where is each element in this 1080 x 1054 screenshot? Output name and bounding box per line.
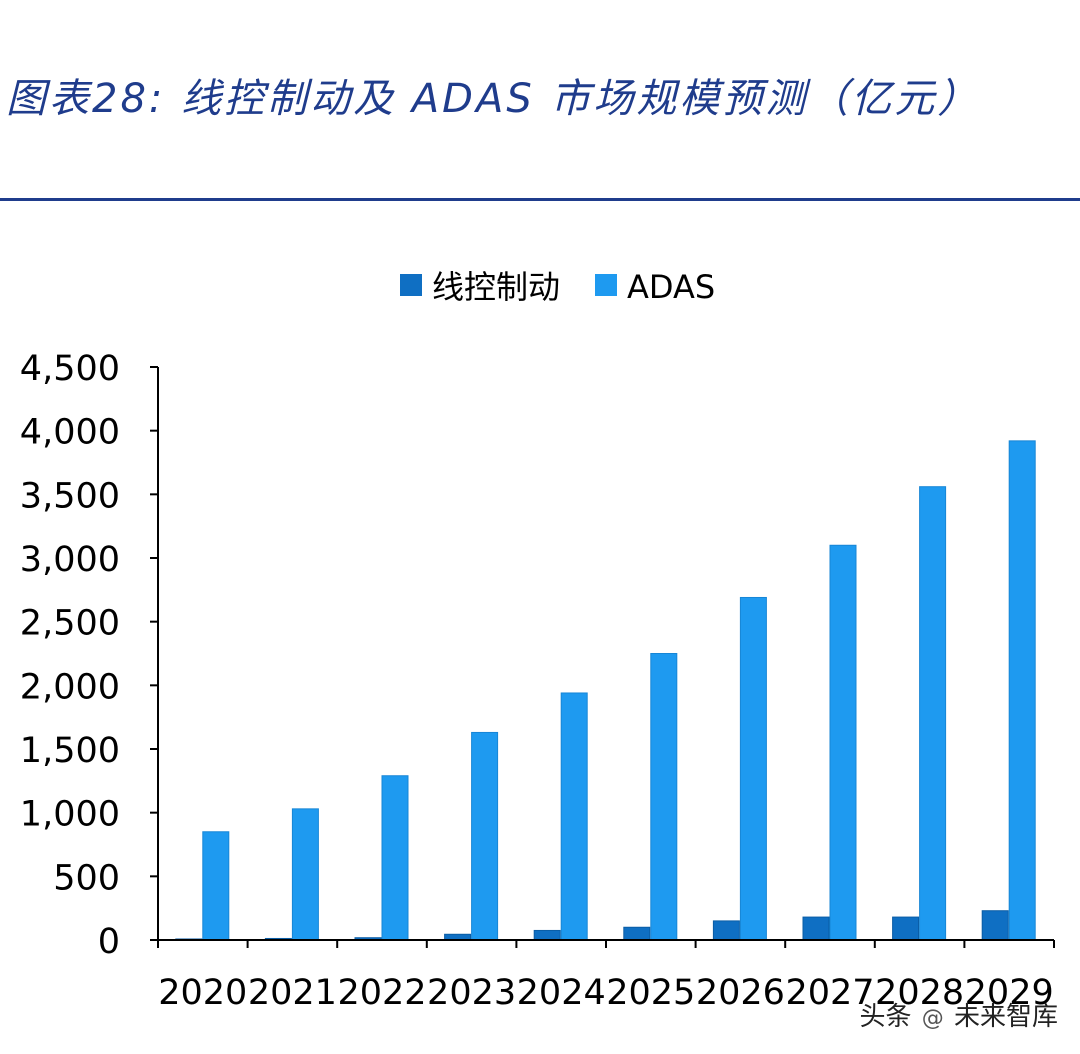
y-tick-label: 2,500 xyxy=(20,604,120,644)
bar-brake-2024: 线控制动 2024: 75 xyxy=(533,929,561,941)
y-tick-label: 1,500 xyxy=(20,731,120,771)
y-tick-label: 1,000 xyxy=(20,795,120,835)
legend-label: 线控制动 xyxy=(432,268,560,306)
bar-brake-2029: 线控制动 2029: 230 xyxy=(981,910,1009,941)
bar-adas-2028: ADAS 2028: 3560 xyxy=(919,486,947,941)
y-tick-label: 3,500 xyxy=(20,476,120,516)
at-icon: @ xyxy=(921,1006,944,1031)
x-tick-label: 2028 xyxy=(875,973,964,1013)
y-tick-label: 500 xyxy=(53,858,120,898)
watermark-prefix: 头条 xyxy=(859,1002,912,1032)
bar-brake-2026: 线控制动 2026: 150 xyxy=(712,920,740,941)
watermark-name: 未来智库 xyxy=(953,1002,1058,1032)
y-tick-label: 0 xyxy=(98,922,120,962)
bar-brake-2025: 线控制动 2025: 100 xyxy=(623,926,651,941)
x-tick-label: 2029 xyxy=(965,973,1054,1013)
bar-adas-2020: ADAS 2020: 850 xyxy=(202,831,230,941)
x-axis: 2020 2021 2022 2023 2024 2025 2026 2027 2028 2029 xyxy=(157,939,1055,1013)
x-tick-label: 2025 xyxy=(606,973,695,1013)
x-tick-label: 2023 xyxy=(427,973,516,1013)
legend-swatch xyxy=(400,274,422,296)
bar-brake-2028: 线控制动 2028: 180 xyxy=(892,916,920,941)
legend-label: ADAS xyxy=(627,268,715,306)
bars: 线控制动 2020: 8线控制动 2021: 12线控制动 2022: 18线控… xyxy=(175,440,1036,941)
y-tick-label: 3,000 xyxy=(20,540,120,580)
bar-brake-2027: 线控制动 2027: 180 xyxy=(802,916,830,941)
watermark: 头条 @ 未来智库 xyxy=(859,996,1058,1033)
bar-adas-2024: ADAS 2024: 1940 xyxy=(560,692,588,941)
bar-adas-2022: ADAS 2022: 1290 xyxy=(381,775,409,941)
x-tick-label: 2026 xyxy=(696,973,785,1013)
y-tick-label: 2,000 xyxy=(20,667,120,707)
bar-adas-2023: ADAS 2023: 1630 xyxy=(471,731,499,941)
bar-adas-2021: ADAS 2021: 1030 xyxy=(291,808,319,941)
x-tick-label: 2022 xyxy=(337,973,426,1013)
bar-adas-2026: ADAS 2026: 2690 xyxy=(739,596,767,941)
title-divider xyxy=(0,198,1080,201)
x-tick-label: 2024 xyxy=(517,973,606,1013)
y-tick-label: 4,000 xyxy=(20,413,120,453)
y-axis: 0 500 1,000 1,500 2,000 2,500 3,000 3,500 4,000 4… xyxy=(20,349,159,962)
bar-adas-2025: ADAS 2025: 2250 xyxy=(650,653,678,941)
x-tick-label: 2021 xyxy=(248,973,337,1013)
x-tick-label: 2020 xyxy=(158,973,247,1013)
chart-legend: 线控制动 ADAS xyxy=(400,268,715,306)
y-tick-label: 4,500 xyxy=(20,349,120,389)
bar-adas-2027: ADAS 2027: 3100 xyxy=(829,544,857,941)
bar-adas-2029: ADAS 2029: 3920 xyxy=(1008,440,1036,941)
legend-swatch xyxy=(595,274,617,296)
figure-title: 图表28: 线控制动及 ADAS 市场规模预测（亿元） xyxy=(6,76,981,122)
x-tick-label: 2027 xyxy=(785,973,874,1013)
